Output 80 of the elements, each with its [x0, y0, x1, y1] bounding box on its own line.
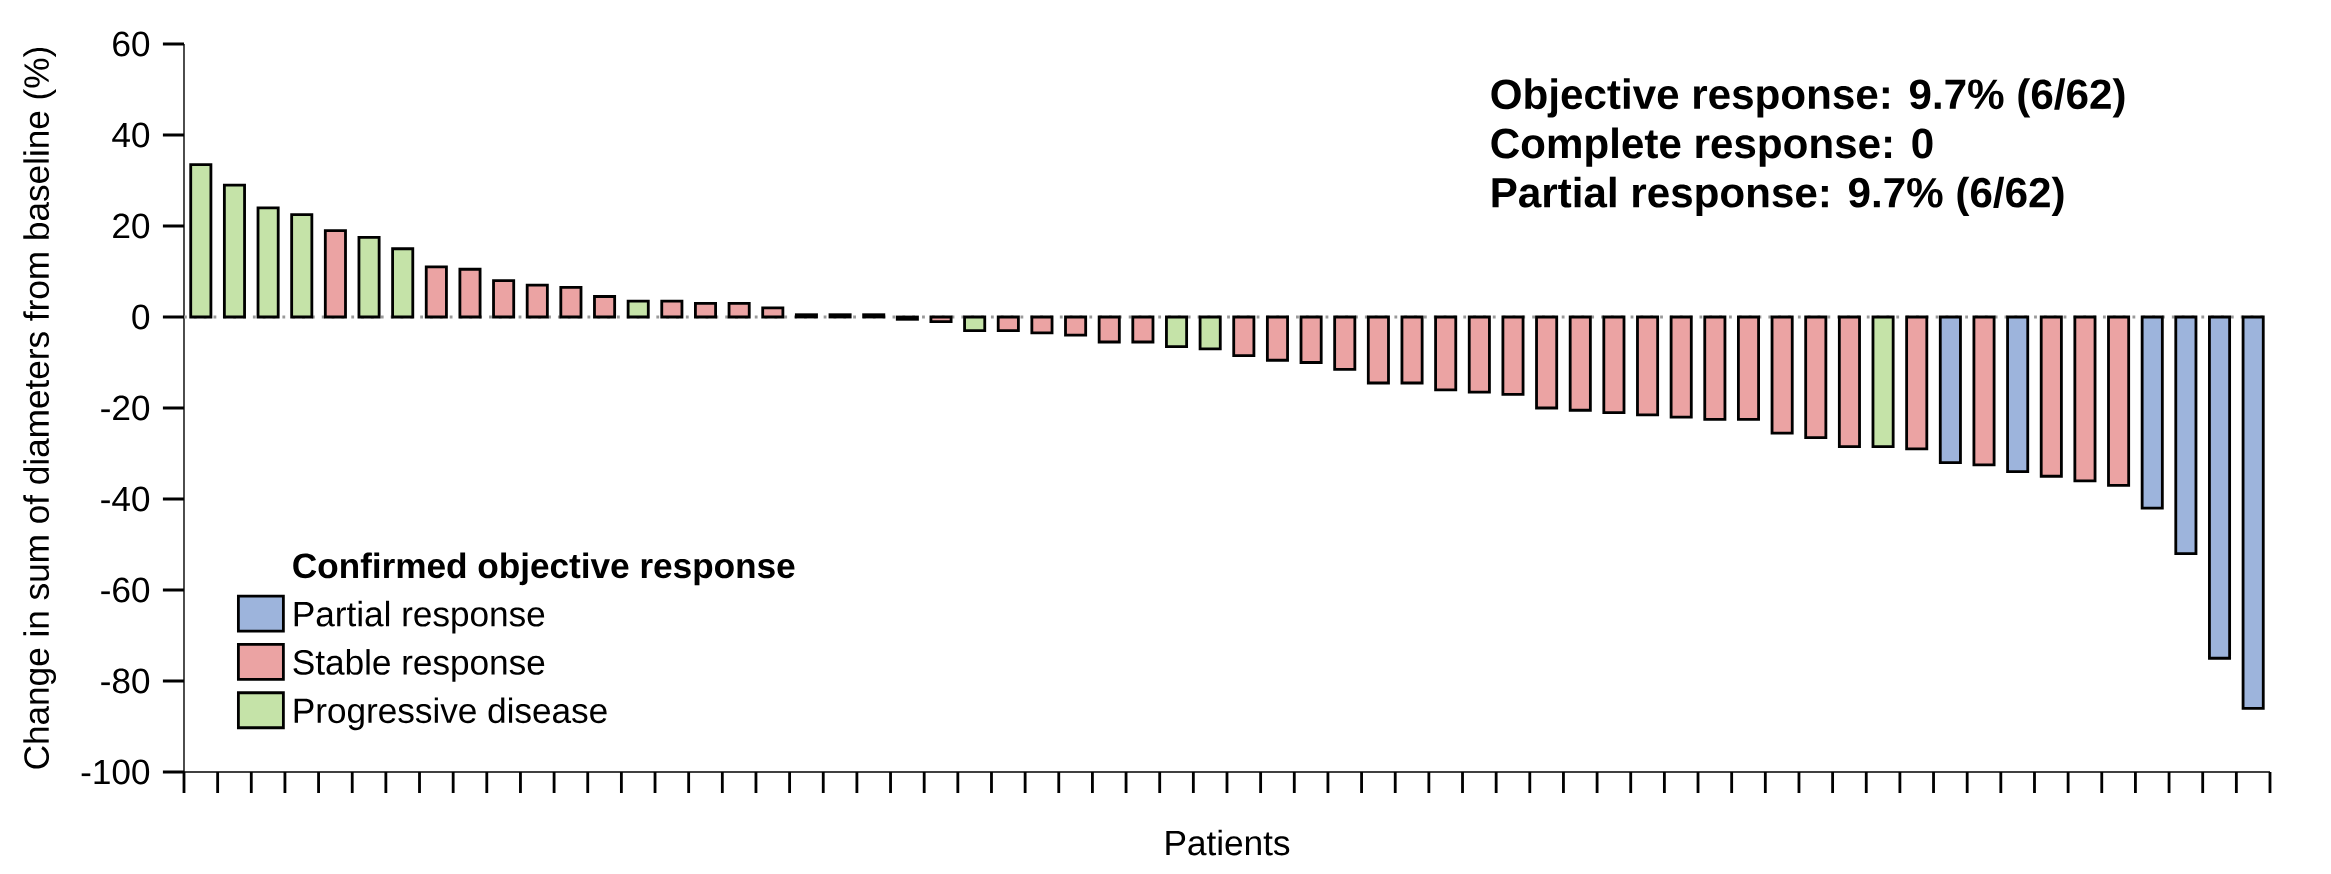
bar	[1030, 315, 1054, 335]
bar	[2107, 315, 2131, 487]
bar	[357, 235, 381, 319]
y-tick-label: -20	[101, 395, 150, 421]
bar	[1736, 315, 1760, 421]
bar	[323, 229, 347, 319]
bar	[1837, 315, 1861, 449]
bar	[1232, 315, 1256, 358]
bar	[290, 213, 314, 319]
bar	[794, 313, 818, 319]
bar	[694, 301, 718, 319]
y-tick-label: -60	[101, 577, 150, 603]
bar	[1097, 315, 1121, 344]
bar	[828, 313, 852, 319]
y-tick-label: 20	[113, 213, 150, 239]
y-tick-label: 60	[113, 31, 150, 57]
legend-label: Partial response	[294, 600, 545, 634]
bar	[660, 299, 684, 319]
bar	[2006, 315, 2030, 474]
legend-title: Confirmed objective response	[293, 552, 795, 586]
bar	[626, 299, 650, 319]
bar	[189, 163, 213, 319]
annotation: Complete response: 0	[1491, 127, 1933, 167]
bar	[1299, 315, 1323, 364]
bar	[2174, 315, 2198, 556]
bar	[1064, 315, 1088, 337]
bar	[862, 313, 886, 319]
bar	[458, 267, 482, 319]
x-axis-title: Patients	[1166, 829, 1290, 856]
bar	[1400, 315, 1424, 385]
legend-label: Stable response	[293, 649, 545, 682]
bar	[1938, 315, 1962, 465]
bar	[2208, 315, 2232, 660]
bar	[1804, 315, 1828, 439]
bar	[1501, 315, 1525, 396]
bar	[1366, 315, 1390, 385]
bar	[996, 315, 1020, 333]
bar	[1535, 315, 1559, 410]
annotation: Partial response: 9.7% (6/62)	[1492, 176, 2064, 216]
bar	[424, 265, 448, 319]
y-axis-title: Change in sum of diameters from baseline (%)	[23, 47, 56, 769]
bar	[1165, 315, 1189, 348]
bar	[1434, 315, 1458, 392]
y-tick-label: -100	[81, 759, 150, 785]
bar	[761, 306, 785, 319]
bar	[2073, 315, 2097, 483]
bar	[256, 206, 280, 319]
y-tick-label: -80	[101, 668, 150, 694]
bar	[2241, 315, 2265, 710]
bar	[2039, 315, 2063, 478]
bar	[1131, 315, 1155, 344]
bar	[1333, 315, 1357, 371]
y-tick-label: 40	[112, 122, 150, 148]
bar	[559, 286, 583, 319]
legend-label: Progressive disease	[294, 697, 607, 731]
annotation: Objective response: 9.7% (6/62)	[1491, 78, 2125, 118]
bar	[2140, 315, 2164, 510]
bar	[929, 315, 953, 323]
bar	[1568, 315, 1592, 412]
bar	[1972, 315, 1996, 467]
bar	[1871, 315, 1895, 449]
bar	[492, 279, 516, 319]
bar	[1703, 315, 1727, 421]
bar	[1265, 315, 1289, 362]
bar	[1636, 315, 1660, 417]
bar	[1770, 315, 1794, 435]
bar	[963, 315, 987, 333]
bar	[525, 283, 549, 319]
bar	[391, 247, 415, 319]
bar	[222, 183, 246, 319]
bar	[1467, 315, 1491, 394]
y-tick-label: -40	[101, 486, 150, 512]
y-tick-label: 0	[132, 304, 150, 330]
bar	[1602, 315, 1626, 414]
bar	[1905, 315, 1929, 451]
bar	[1669, 315, 1693, 419]
bar	[593, 295, 617, 319]
bar	[895, 315, 919, 321]
bar	[727, 301, 751, 319]
bar	[1198, 315, 1222, 351]
